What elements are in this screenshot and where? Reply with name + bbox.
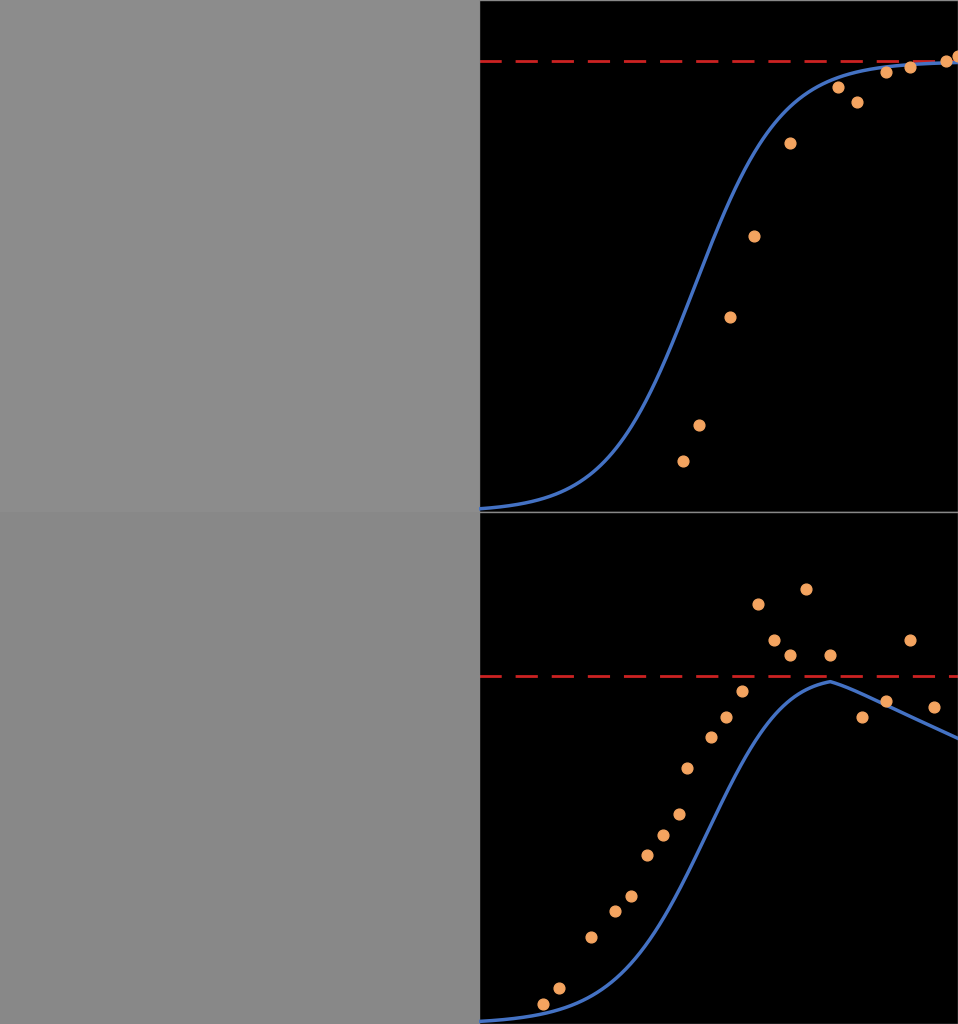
- Point: [766, 632, 782, 648]
- Point: [850, 94, 865, 111]
- Point: [746, 227, 762, 244]
- Point: [902, 632, 918, 648]
- Point: [583, 929, 599, 945]
- Point: [674, 453, 690, 469]
- Point: [735, 683, 750, 699]
- Point: [551, 980, 566, 996]
- Point: [950, 48, 958, 65]
- Point: [902, 58, 918, 75]
- Point: [655, 826, 671, 843]
- Point: [703, 729, 718, 745]
- Point: [831, 79, 846, 95]
- Point: [639, 847, 654, 863]
- Point: [926, 698, 942, 715]
- Point: [783, 135, 798, 152]
- Point: [799, 581, 814, 597]
- Point: [722, 309, 738, 326]
- Point: [878, 693, 894, 710]
- Point: [671, 806, 686, 822]
- Point: [878, 63, 894, 80]
- Point: [718, 709, 734, 725]
- Point: [692, 417, 707, 433]
- Point: [607, 903, 623, 920]
- Point: [823, 647, 838, 664]
- Point: [679, 760, 695, 776]
- Point: [939, 53, 954, 70]
- Point: [536, 995, 551, 1012]
- Point: [751, 596, 766, 612]
- Point: [855, 709, 870, 725]
- Point: [783, 647, 798, 664]
- Point: [623, 888, 638, 904]
